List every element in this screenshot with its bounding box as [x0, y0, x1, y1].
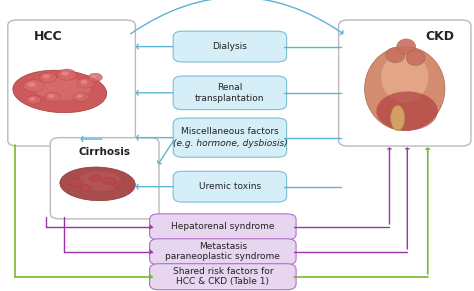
Circle shape — [39, 72, 56, 82]
Text: Renal
transplantation: Renal transplantation — [195, 83, 264, 102]
Text: Metastasis
paraneoplastic syndrome: Metastasis paraneoplastic syndrome — [165, 242, 280, 262]
FancyBboxPatch shape — [150, 214, 296, 240]
Ellipse shape — [13, 70, 107, 113]
FancyBboxPatch shape — [150, 239, 296, 265]
Text: Hepatorenal syndrome: Hepatorenal syndrome — [171, 222, 274, 231]
Circle shape — [91, 75, 97, 78]
Circle shape — [81, 80, 88, 84]
Circle shape — [27, 82, 36, 87]
FancyBboxPatch shape — [50, 138, 159, 219]
Ellipse shape — [79, 171, 121, 191]
Ellipse shape — [391, 105, 405, 131]
Circle shape — [113, 182, 125, 189]
Circle shape — [61, 71, 69, 76]
Circle shape — [88, 73, 102, 81]
FancyBboxPatch shape — [173, 31, 287, 62]
Circle shape — [77, 78, 94, 88]
Circle shape — [103, 177, 116, 185]
Ellipse shape — [34, 77, 91, 100]
Text: Dialysis: Dialysis — [212, 42, 247, 51]
Ellipse shape — [386, 47, 405, 63]
Circle shape — [69, 178, 83, 187]
Circle shape — [57, 69, 76, 80]
Circle shape — [89, 175, 101, 182]
Circle shape — [29, 97, 35, 101]
Ellipse shape — [60, 167, 135, 201]
Text: HCC: HCC — [34, 30, 63, 43]
Text: (e.g. hormone, dysbiosis): (e.g. hormone, dysbiosis) — [173, 139, 287, 148]
Circle shape — [73, 93, 89, 102]
FancyBboxPatch shape — [338, 20, 471, 146]
Circle shape — [23, 80, 44, 92]
Circle shape — [48, 94, 55, 98]
Circle shape — [80, 185, 91, 191]
Text: Uremic toxins: Uremic toxins — [199, 182, 261, 191]
Circle shape — [76, 94, 82, 98]
Circle shape — [27, 96, 41, 104]
Text: Cirrhosis: Cirrhosis — [79, 148, 131, 157]
Ellipse shape — [406, 50, 425, 65]
FancyBboxPatch shape — [173, 76, 287, 110]
Ellipse shape — [365, 47, 445, 131]
Ellipse shape — [397, 39, 416, 54]
Circle shape — [43, 74, 50, 78]
Text: Miscellaneous factors: Miscellaneous factors — [181, 127, 279, 136]
FancyBboxPatch shape — [150, 264, 296, 290]
Ellipse shape — [381, 52, 428, 103]
FancyBboxPatch shape — [173, 118, 287, 157]
Text: Shared risk factors for
HCC & CKD (Table 1): Shared risk factors for HCC & CKD (Table… — [173, 267, 273, 286]
Circle shape — [45, 92, 61, 102]
FancyBboxPatch shape — [8, 20, 136, 146]
Text: CKD: CKD — [425, 30, 455, 43]
FancyBboxPatch shape — [173, 171, 287, 202]
Ellipse shape — [376, 91, 438, 131]
